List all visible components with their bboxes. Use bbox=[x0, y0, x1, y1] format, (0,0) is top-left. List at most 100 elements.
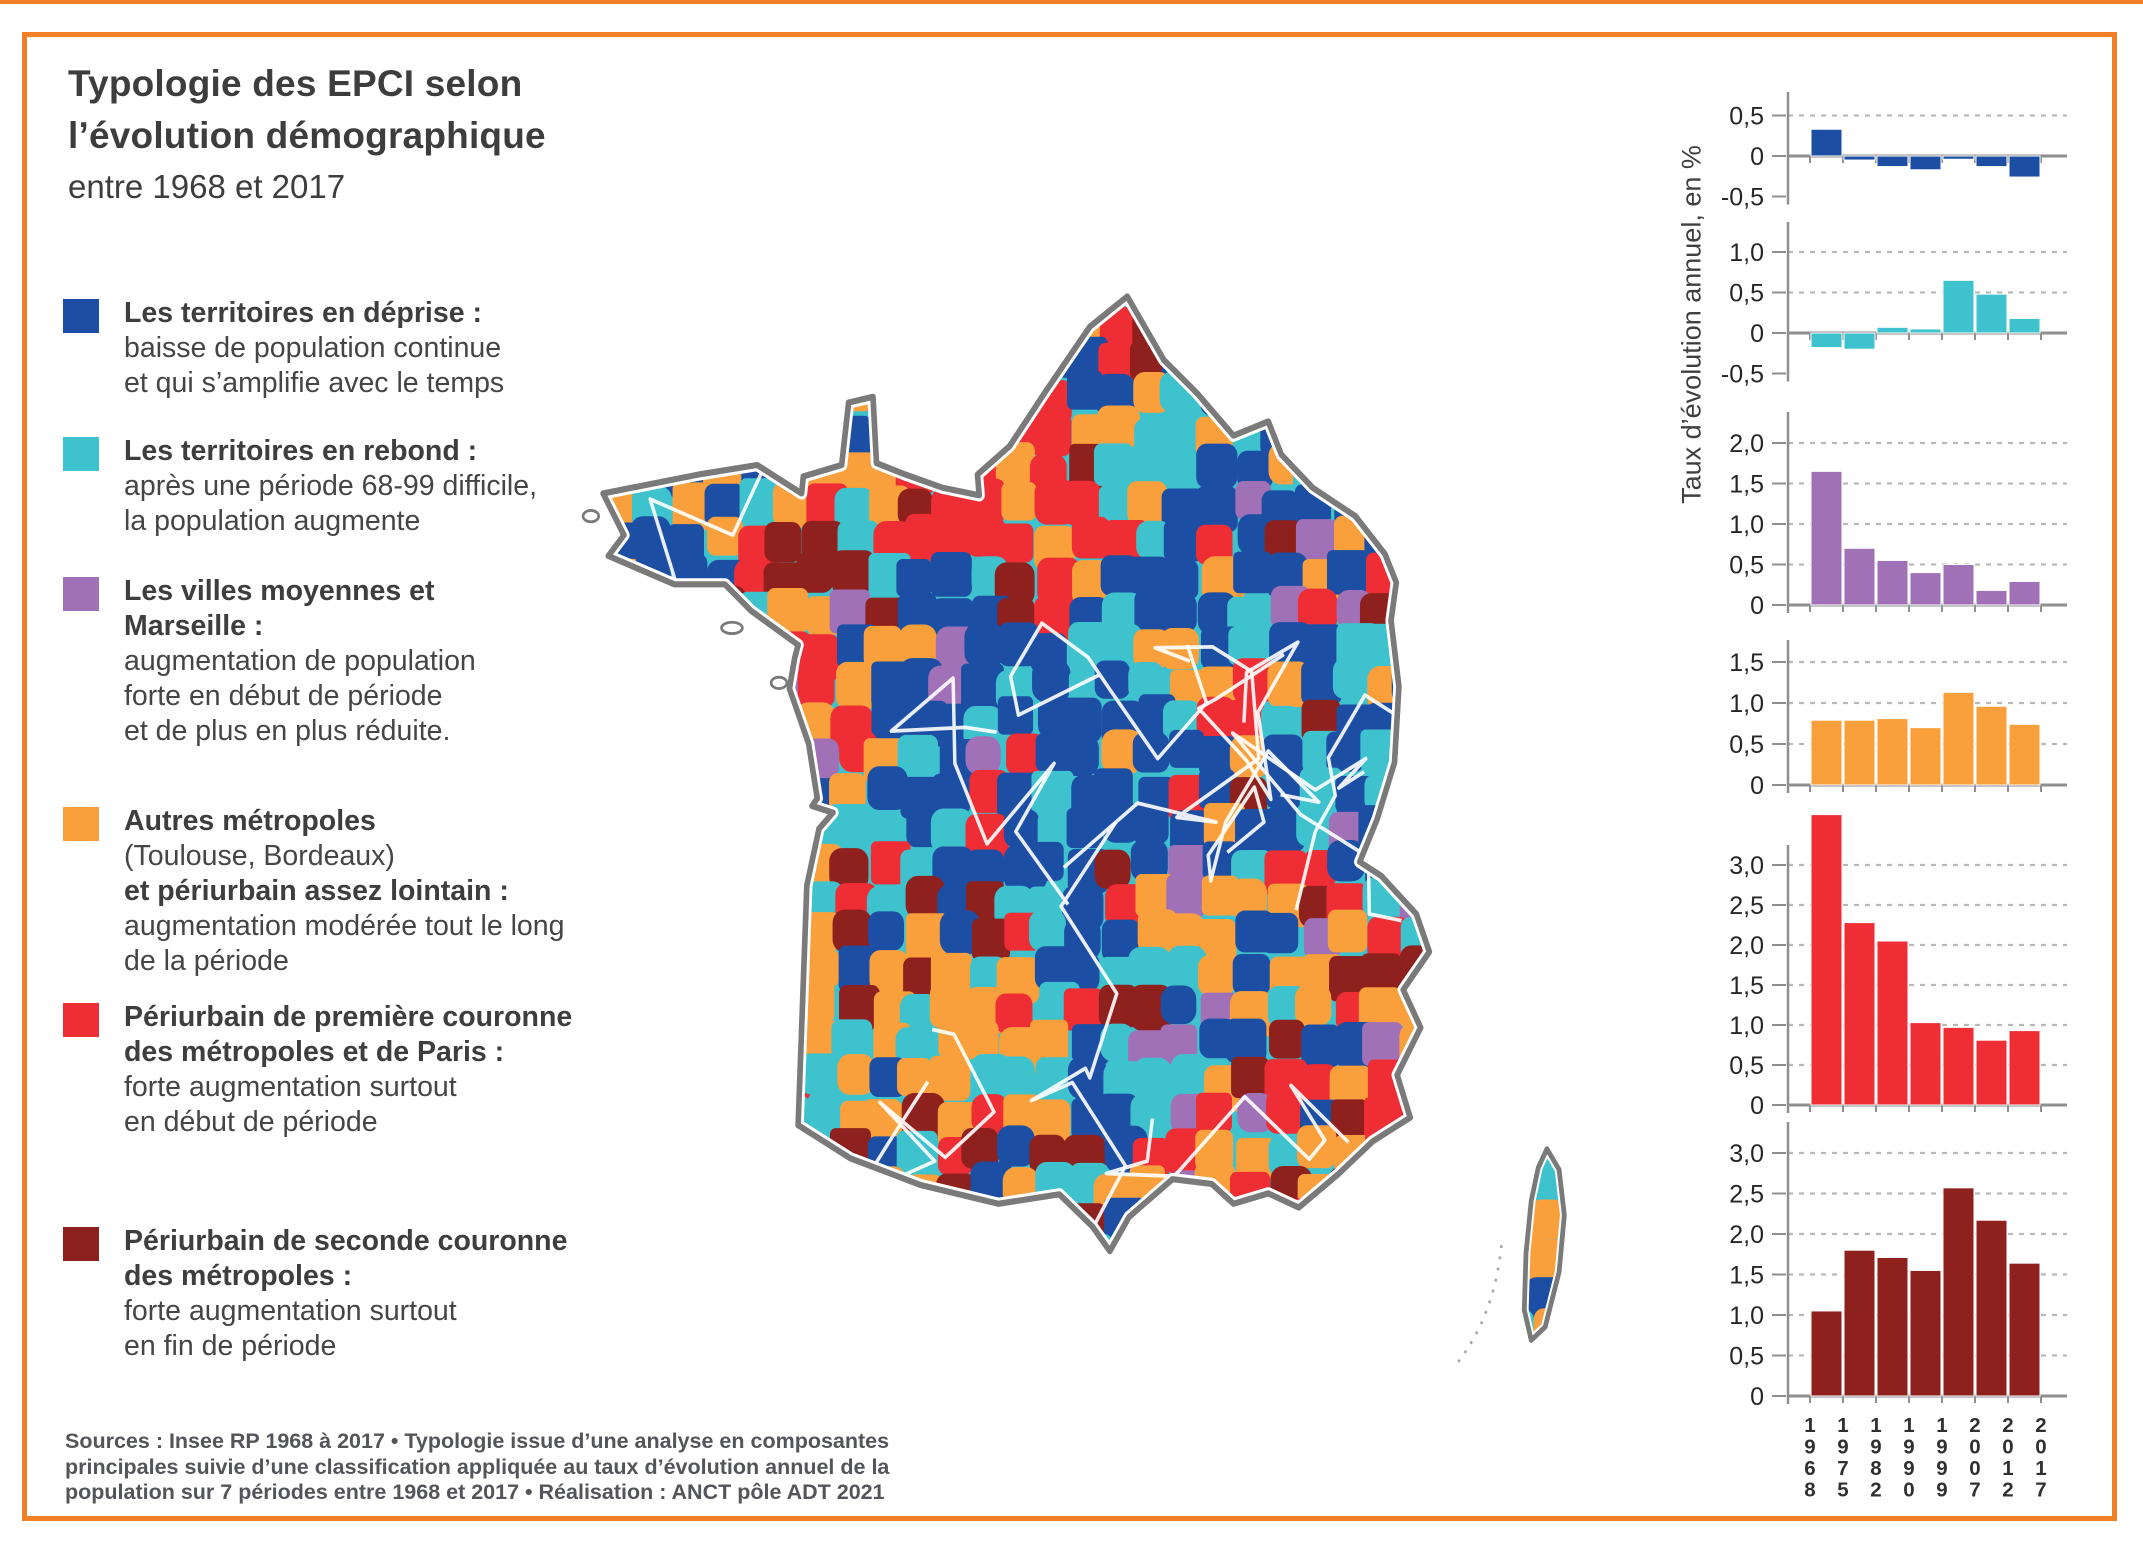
legend-line: la population augmente bbox=[124, 505, 421, 537]
y-tick-label: 1,5 bbox=[1729, 471, 1764, 499]
year-digit: 9 bbox=[1936, 1457, 1947, 1480]
white-boundary-line bbox=[1062, 644, 1261, 870]
year-digit: 0 bbox=[1969, 1436, 1980, 1459]
mainland-outline bbox=[600, 293, 1433, 1255]
year-digit: 5 bbox=[1837, 1479, 1848, 1502]
y-tick-label: 0,5 bbox=[1729, 103, 1764, 131]
white-boundary-line bbox=[1413, 597, 1536, 772]
legend-item-blue: Les territoires en déprise : baisse de po… bbox=[63, 296, 504, 401]
y-tick-label: 3,0 bbox=[1729, 852, 1764, 880]
y-tick-label: 1,5 bbox=[1729, 972, 1764, 1000]
bar bbox=[1942, 279, 1975, 334]
corsica-separator-arc bbox=[1457, 1243, 1503, 1363]
year-digit: 1 bbox=[1837, 1414, 1848, 1437]
legend-swatch-purple bbox=[63, 577, 99, 611]
chart-darkred: 3,0 2,5 2,0 1,5 1,0 0,5 0 bbox=[1729, 1122, 2067, 1411]
white-boundary-line bbox=[1104, 1083, 1350, 1179]
year-digit: 7 bbox=[1969, 1479, 1980, 1502]
bar bbox=[1876, 155, 1909, 168]
legend-line: Les territoires en déprise : bbox=[124, 297, 482, 329]
bar bbox=[1810, 470, 1843, 606]
year-digit: 8 bbox=[1804, 1479, 1815, 1502]
legend-line: Périurbain de seconde couronne bbox=[124, 1225, 568, 1257]
year-digit: 2 bbox=[2035, 1414, 2046, 1437]
year-digit: 0 bbox=[2035, 1436, 2046, 1459]
year-digit: 2 bbox=[2002, 1414, 2013, 1437]
white-boundary-line bbox=[1206, 749, 1321, 883]
bar bbox=[1843, 922, 1876, 1106]
year-digit: 7 bbox=[1837, 1457, 1848, 1480]
year-digit: 7 bbox=[2035, 1479, 2046, 1502]
legend-line: augmentation modérée tout le long bbox=[124, 910, 565, 942]
legend-item-red: Périurbain de première couronne des métro… bbox=[63, 1000, 572, 1140]
bar bbox=[1909, 155, 1942, 171]
bar bbox=[1909, 572, 1942, 606]
year-digit: 9 bbox=[1870, 1436, 1881, 1459]
bar bbox=[1975, 1039, 2008, 1106]
legend-item-darkred: Périurbain de seconde couronne des métrop… bbox=[63, 1224, 567, 1364]
bar bbox=[1876, 718, 1909, 786]
chart-red: 3,0 2,5 2,0 1,5 1,0 0,5 0 bbox=[1729, 814, 2067, 1120]
legend-item-label: Autres métropoles (Toulouse, Bordeaux) et … bbox=[124, 804, 564, 979]
legend-line: des métropoles et de Paris : bbox=[124, 1036, 505, 1068]
y-tick-label: 2,0 bbox=[1729, 430, 1764, 458]
legend-line: et qui s’amplifie avec le temps bbox=[124, 367, 505, 399]
bar bbox=[1975, 293, 2008, 334]
legend: Les territoires en déprise : baisse de po… bbox=[0, 0, 760, 1542]
y-tick-label: 1,0 bbox=[1729, 690, 1764, 718]
year-digit: 9 bbox=[1837, 1436, 1848, 1459]
legend-line: forte en début de période bbox=[124, 680, 443, 712]
legend-line: Les territoires en rebond : bbox=[124, 435, 478, 467]
legend-line: baisse de population continue bbox=[124, 332, 502, 364]
page-title: Typologie des EPCI selon l’évolution dém… bbox=[68, 58, 546, 210]
sources-line-2: principales suivie d’une classification … bbox=[65, 1454, 890, 1479]
bar bbox=[1810, 719, 1843, 786]
bar bbox=[1876, 940, 1909, 1106]
bar bbox=[1810, 1310, 1843, 1397]
legend-line: forte augmentation surtout bbox=[124, 1295, 457, 1327]
year-digit: 1 bbox=[2002, 1457, 2013, 1480]
y-tick-label: 1,0 bbox=[1729, 239, 1764, 267]
island-noirmoutier bbox=[769, 675, 789, 690]
year-digit: 2 bbox=[1969, 1414, 1980, 1437]
y-tick-label: 1,0 bbox=[1729, 1302, 1764, 1330]
legend-swatch-cyan bbox=[63, 437, 99, 471]
bar bbox=[2008, 317, 2041, 334]
corsica-outline bbox=[1521, 1146, 1567, 1343]
legend-line: de la période bbox=[124, 945, 289, 977]
y-tick-label: 2,0 bbox=[1729, 932, 1764, 960]
bar bbox=[1876, 326, 1909, 334]
legend-line: Périurbain de première couronne bbox=[124, 1001, 573, 1033]
year-digit: 1 bbox=[1804, 1414, 1815, 1437]
legend-line: Marseille : bbox=[124, 610, 264, 642]
y-tick-label: 1,5 bbox=[1729, 649, 1764, 677]
legend-item-orange: Autres métropoles (Toulouse, Bordeaux) et … bbox=[63, 804, 564, 979]
white-boundary-line bbox=[1008, 621, 1209, 761]
y-tick-label: 0,5 bbox=[1729, 552, 1764, 580]
year-digit: 9 bbox=[1936, 1479, 1947, 1502]
year-digit: 9 bbox=[1804, 1436, 1815, 1459]
year-digit: 1 bbox=[1936, 1414, 1947, 1437]
france-epci-map bbox=[581, 290, 1569, 1363]
evolution-bar-charts: 0,5 0 -0,5 1,0 0,5 0 -0,5 2,0 1,5 1,0 0,5 0 1,5 1,0 0,… bbox=[1721, 92, 2067, 1502]
y-tick-label: 0,5 bbox=[1729, 731, 1764, 759]
white-boundary-line bbox=[852, 1027, 996, 1200]
legend-line: en fin de période bbox=[124, 1330, 337, 1362]
legend-swatch-darkred bbox=[63, 1227, 99, 1261]
bar bbox=[1810, 814, 1843, 1106]
title-line-3: entre 1968 et 2017 bbox=[68, 168, 346, 205]
white-boundary-line bbox=[1230, 731, 1402, 923]
chart-cyan: 1,0 0,5 0 -0,5 bbox=[1721, 222, 2067, 389]
bar bbox=[1975, 705, 2008, 786]
title-line-2: l’évolution démographique bbox=[68, 115, 546, 156]
y-tick-label: 3,0 bbox=[1729, 1140, 1764, 1168]
bar bbox=[1909, 328, 1942, 334]
legend-line: en début de période bbox=[124, 1106, 378, 1138]
bar bbox=[2008, 1030, 2041, 1106]
bar bbox=[1843, 1249, 1876, 1397]
year-digit: 0 bbox=[1903, 1479, 1914, 1502]
bar bbox=[1876, 1256, 1909, 1397]
bar bbox=[2008, 581, 2041, 606]
